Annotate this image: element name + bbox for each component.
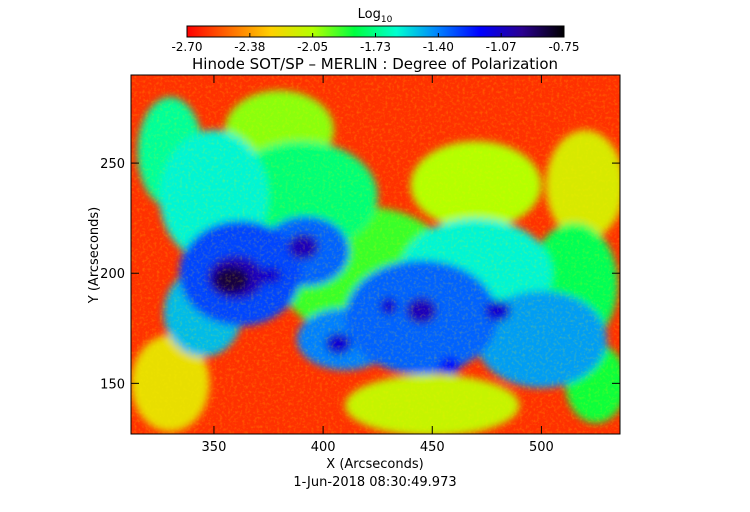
x-axis: 350 400 450 500 [202,75,554,455]
x-tick-label: 350 [202,440,227,455]
colorbar-label: Log10 [358,7,393,25]
colorbar-tick-label: -2.05 [297,40,328,54]
plot-area [131,75,620,434]
x-tick-label: 500 [529,440,554,455]
y-tick-label: 250 [100,157,125,172]
colorbar-ticks: -2.70 -2.38 -2.05 -1.73 -1.40 -1.07 -0.75 [171,33,580,54]
plot-frame [130,74,621,435]
timestamp: 1-Jun-2018 08:30:49.973 [293,475,456,490]
colorbar-tick-label: -1.73 [360,40,391,54]
colorbar-tick-label: -2.38 [234,40,265,54]
chart-title: Hinode SOT/SP – MERLIN : Degree of Polar… [192,55,558,73]
colorbar: Log10 -2.70 -2.38 -2.05 -1.73 -1.40 -1.07 -0.7… [171,7,579,54]
y-tick-label: 200 [100,267,125,282]
y-axis: 150 200 250 [100,157,620,392]
heatmap-speckle [131,75,620,434]
colorbar-tick-label: -0.75 [548,40,579,54]
x-axis-label: X (Arcseconds) [326,457,423,472]
colorbar-tick-label: -1.07 [486,40,517,54]
x-tick-label: 450 [420,440,445,455]
colorbar-tick-label: -2.70 [171,40,202,54]
y-axis-label: Y (Arcseconds) [87,207,102,304]
x-tick-label: 400 [311,440,336,455]
colorbar-tick-label: -1.40 [423,40,454,54]
y-tick-label: 150 [100,377,125,392]
